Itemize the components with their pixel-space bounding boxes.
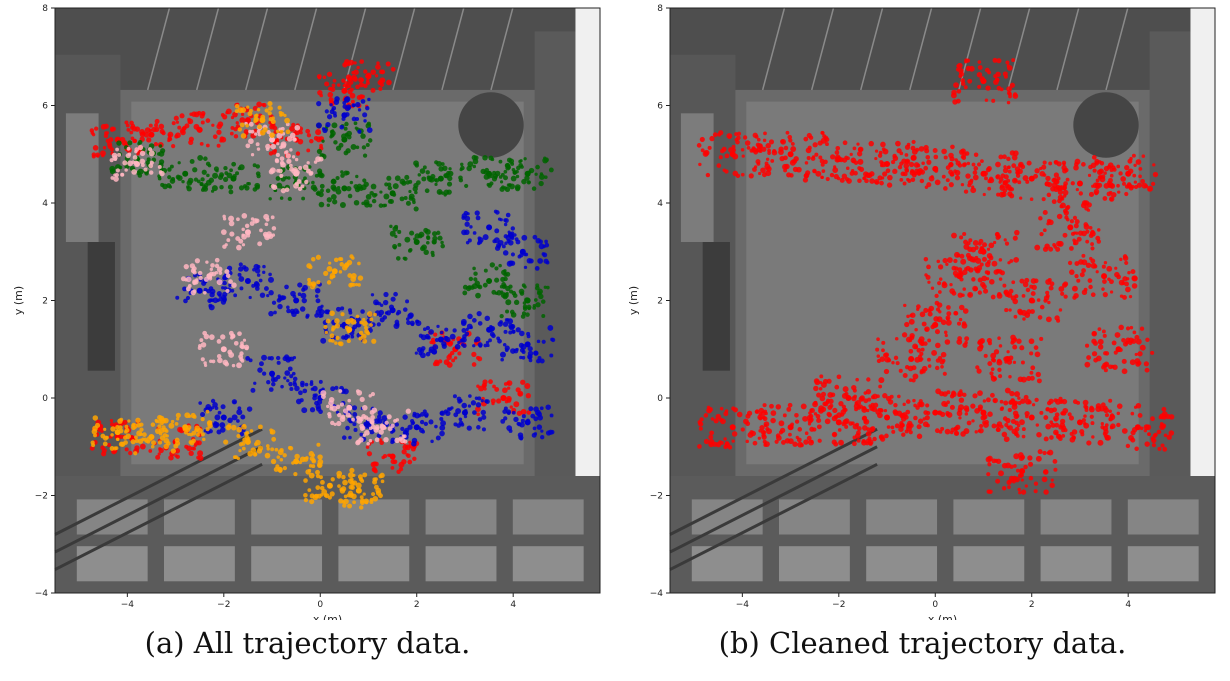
- data-point: [223, 423, 277, 461]
- data-point: [366, 291, 422, 329]
- data-point: [475, 379, 532, 417]
- y-axis-label: y (m): [627, 286, 640, 315]
- data-point: [323, 310, 377, 347]
- panel-a: −4 −2 0 2 4 −4 −2 0 2 4 6 8 x (m) y (m) (a) All traje…: [12, 4, 601, 660]
- scatter-plot-a: −4 −2 0 2 4 −4 −2 0 2 4 6 8 x (m) y (m): [12, 4, 601, 620]
- data-point: [851, 139, 924, 188]
- x-tick-label: −2: [832, 600, 845, 610]
- data-point: [320, 389, 378, 427]
- x-tick-label: −4: [121, 600, 135, 610]
- y-tick-label: 6: [657, 102, 663, 112]
- data-point: [315, 96, 373, 134]
- x-tick-label: 2: [414, 600, 420, 610]
- x-tick-label: 4: [510, 600, 516, 610]
- data-point: [923, 251, 996, 300]
- data-point: [950, 57, 1019, 105]
- y-tick-label: −4: [35, 589, 49, 599]
- x-axis-label: x (m): [928, 613, 957, 620]
- data-point: [1034, 202, 1102, 252]
- caption-a: (a) All trajectory data.: [144, 626, 471, 660]
- x-tick-label: 0: [317, 600, 323, 610]
- series-3: [109, 121, 411, 446]
- data-point: [754, 130, 827, 179]
- y-tick-label: 6: [42, 102, 48, 112]
- data-point: [995, 154, 1067, 202]
- y-tick-label: 2: [42, 297, 48, 307]
- y-tick-label: −2: [35, 492, 48, 502]
- data-point: [234, 101, 291, 139]
- data-point: [802, 398, 874, 447]
- x-tick-label: −4: [736, 600, 750, 610]
- data-point: [245, 354, 300, 393]
- data-point: [180, 257, 237, 296]
- scatter-plot-b: −4 −2 0 2 4 −4 −2 0 2 4 6 8 x (m) y (m): [627, 4, 1216, 620]
- data-point: [1084, 324, 1155, 375]
- data-point: [270, 442, 324, 479]
- data-point: [268, 282, 325, 319]
- data-point: [985, 449, 1058, 495]
- y-axis-label: y (m): [12, 286, 25, 315]
- data-point: [197, 330, 250, 369]
- data-point: [499, 283, 550, 319]
- data-point: [336, 472, 385, 510]
- data-point: [220, 213, 277, 251]
- y-tick-label: 0: [657, 394, 663, 404]
- data-point: [1043, 398, 1116, 446]
- data-point: [499, 324, 556, 364]
- data-point: [303, 467, 358, 505]
- data-point: [306, 254, 364, 290]
- data-point: [1091, 153, 1159, 198]
- data-point: [205, 161, 261, 195]
- data-point: [500, 404, 555, 441]
- data-point: [899, 144, 970, 191]
- background-photo: [669, 7, 1215, 593]
- y-tick-label: 4: [42, 199, 48, 209]
- y-tick-label: 8: [42, 4, 48, 14]
- data-point: [439, 394, 490, 432]
- data-point: [946, 229, 1020, 276]
- series-0: [696, 57, 1175, 495]
- x-tick-label: 4: [1125, 600, 1131, 610]
- data-point: [171, 110, 227, 148]
- x-tick-label: 0: [932, 600, 938, 610]
- data-point: [268, 155, 324, 194]
- data-point: [875, 336, 947, 384]
- data-point: [109, 144, 165, 182]
- y-tick-label: 8: [657, 4, 663, 14]
- data-point: [1103, 402, 1175, 452]
- data-point: [157, 409, 213, 446]
- data-point: [355, 408, 411, 446]
- data-point: [342, 58, 396, 93]
- y-tick-label: 4: [657, 199, 663, 209]
- data-point: [414, 324, 467, 359]
- data-point: [975, 334, 1044, 384]
- data-point: [499, 156, 554, 193]
- series-1: [109, 121, 554, 319]
- y-tick-label: 0: [42, 394, 48, 404]
- x-axis-label: x (m): [313, 613, 342, 620]
- data-point: [89, 123, 145, 159]
- x-tick-label: 2: [1029, 600, 1035, 610]
- data-point: [175, 272, 227, 311]
- data-point: [389, 224, 445, 261]
- data-point: [696, 130, 767, 179]
- caption-b: (b) Cleaned trajectory data.: [718, 626, 1127, 660]
- panel-b: −4 −2 0 2 4 −4 −2 0 2 4 6 8 x (m) y (m) (b) Cleaned t…: [615, 0, 1230, 681]
- series-4: [90, 101, 385, 510]
- data-point: [316, 170, 372, 208]
- data-point: [464, 154, 518, 190]
- data-point: [1067, 253, 1138, 300]
- y-tick-label: −2: [650, 492, 663, 502]
- data-point: [494, 232, 550, 271]
- data-point: [90, 415, 145, 451]
- y-tick-label: 2: [657, 297, 663, 307]
- data-point: [389, 409, 446, 447]
- y-tick-label: −4: [650, 589, 664, 599]
- data-point: [368, 174, 421, 212]
- data-point: [157, 154, 209, 192]
- data-point: [996, 277, 1069, 323]
- data-point: [413, 160, 465, 197]
- x-tick-label: −2: [217, 600, 230, 610]
- data-point: [813, 374, 884, 422]
